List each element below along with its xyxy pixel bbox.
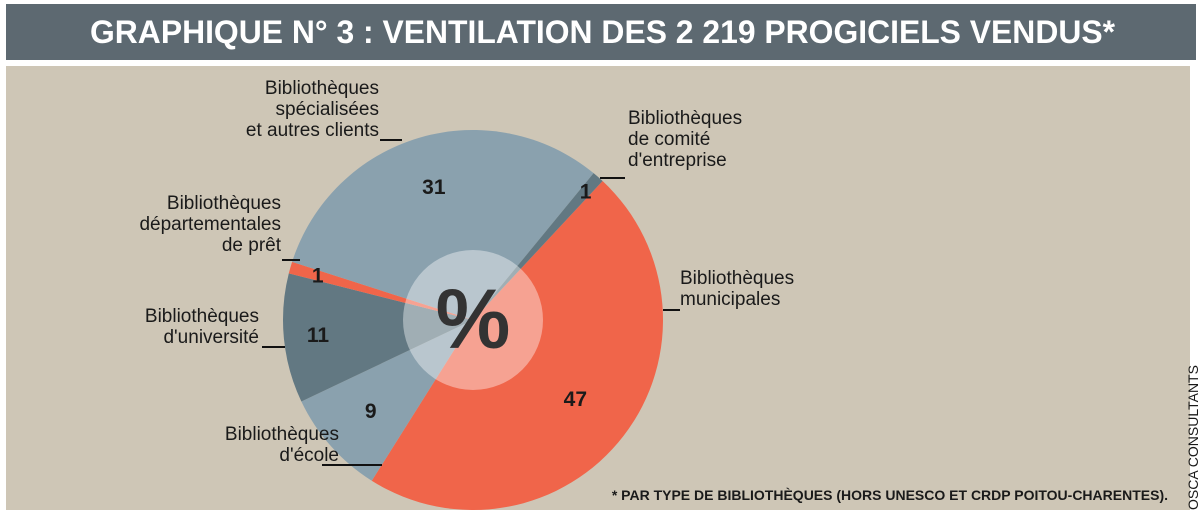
category-label: Bibliothèques d'université [144, 306, 259, 348]
title-bar [6, 4, 1196, 60]
source: OSCA CONSULTANTS [1185, 365, 1201, 510]
value-label: 1 [312, 264, 324, 287]
center-disc [403, 250, 543, 390]
category-label: Bibliothèques de comité d'entreprise [628, 108, 743, 171]
center-label: % [436, 272, 511, 366]
pie-slice [283, 273, 473, 402]
value-label: 1 [580, 180, 592, 203]
value-label: 9 [365, 400, 377, 423]
value-label: 31 [422, 176, 446, 199]
pie-slice [301, 320, 473, 481]
category-label: Bibliothèques municipales [680, 268, 795, 310]
pie-slice [292, 130, 594, 320]
value-label: 11 [307, 324, 330, 347]
pie-slice [473, 173, 603, 320]
pie-slice [288, 261, 473, 320]
value-label: 47 [564, 388, 587, 411]
footnote: * PAR TYPE DE BIBLIOTHÈQUES (HORS UNESCO… [612, 487, 1168, 503]
category-label: Bibliothèques départementales de prêt [139, 193, 281, 256]
chart-title: GRAPHIQUE N° 3 : VENTILATION DES 2 219 P… [90, 14, 1116, 50]
category-label: Bibliothèques spécialisées et autres cli… [245, 78, 379, 141]
pie-slice [371, 181, 663, 510]
category-label: Bibliothèques d'école [224, 424, 339, 466]
